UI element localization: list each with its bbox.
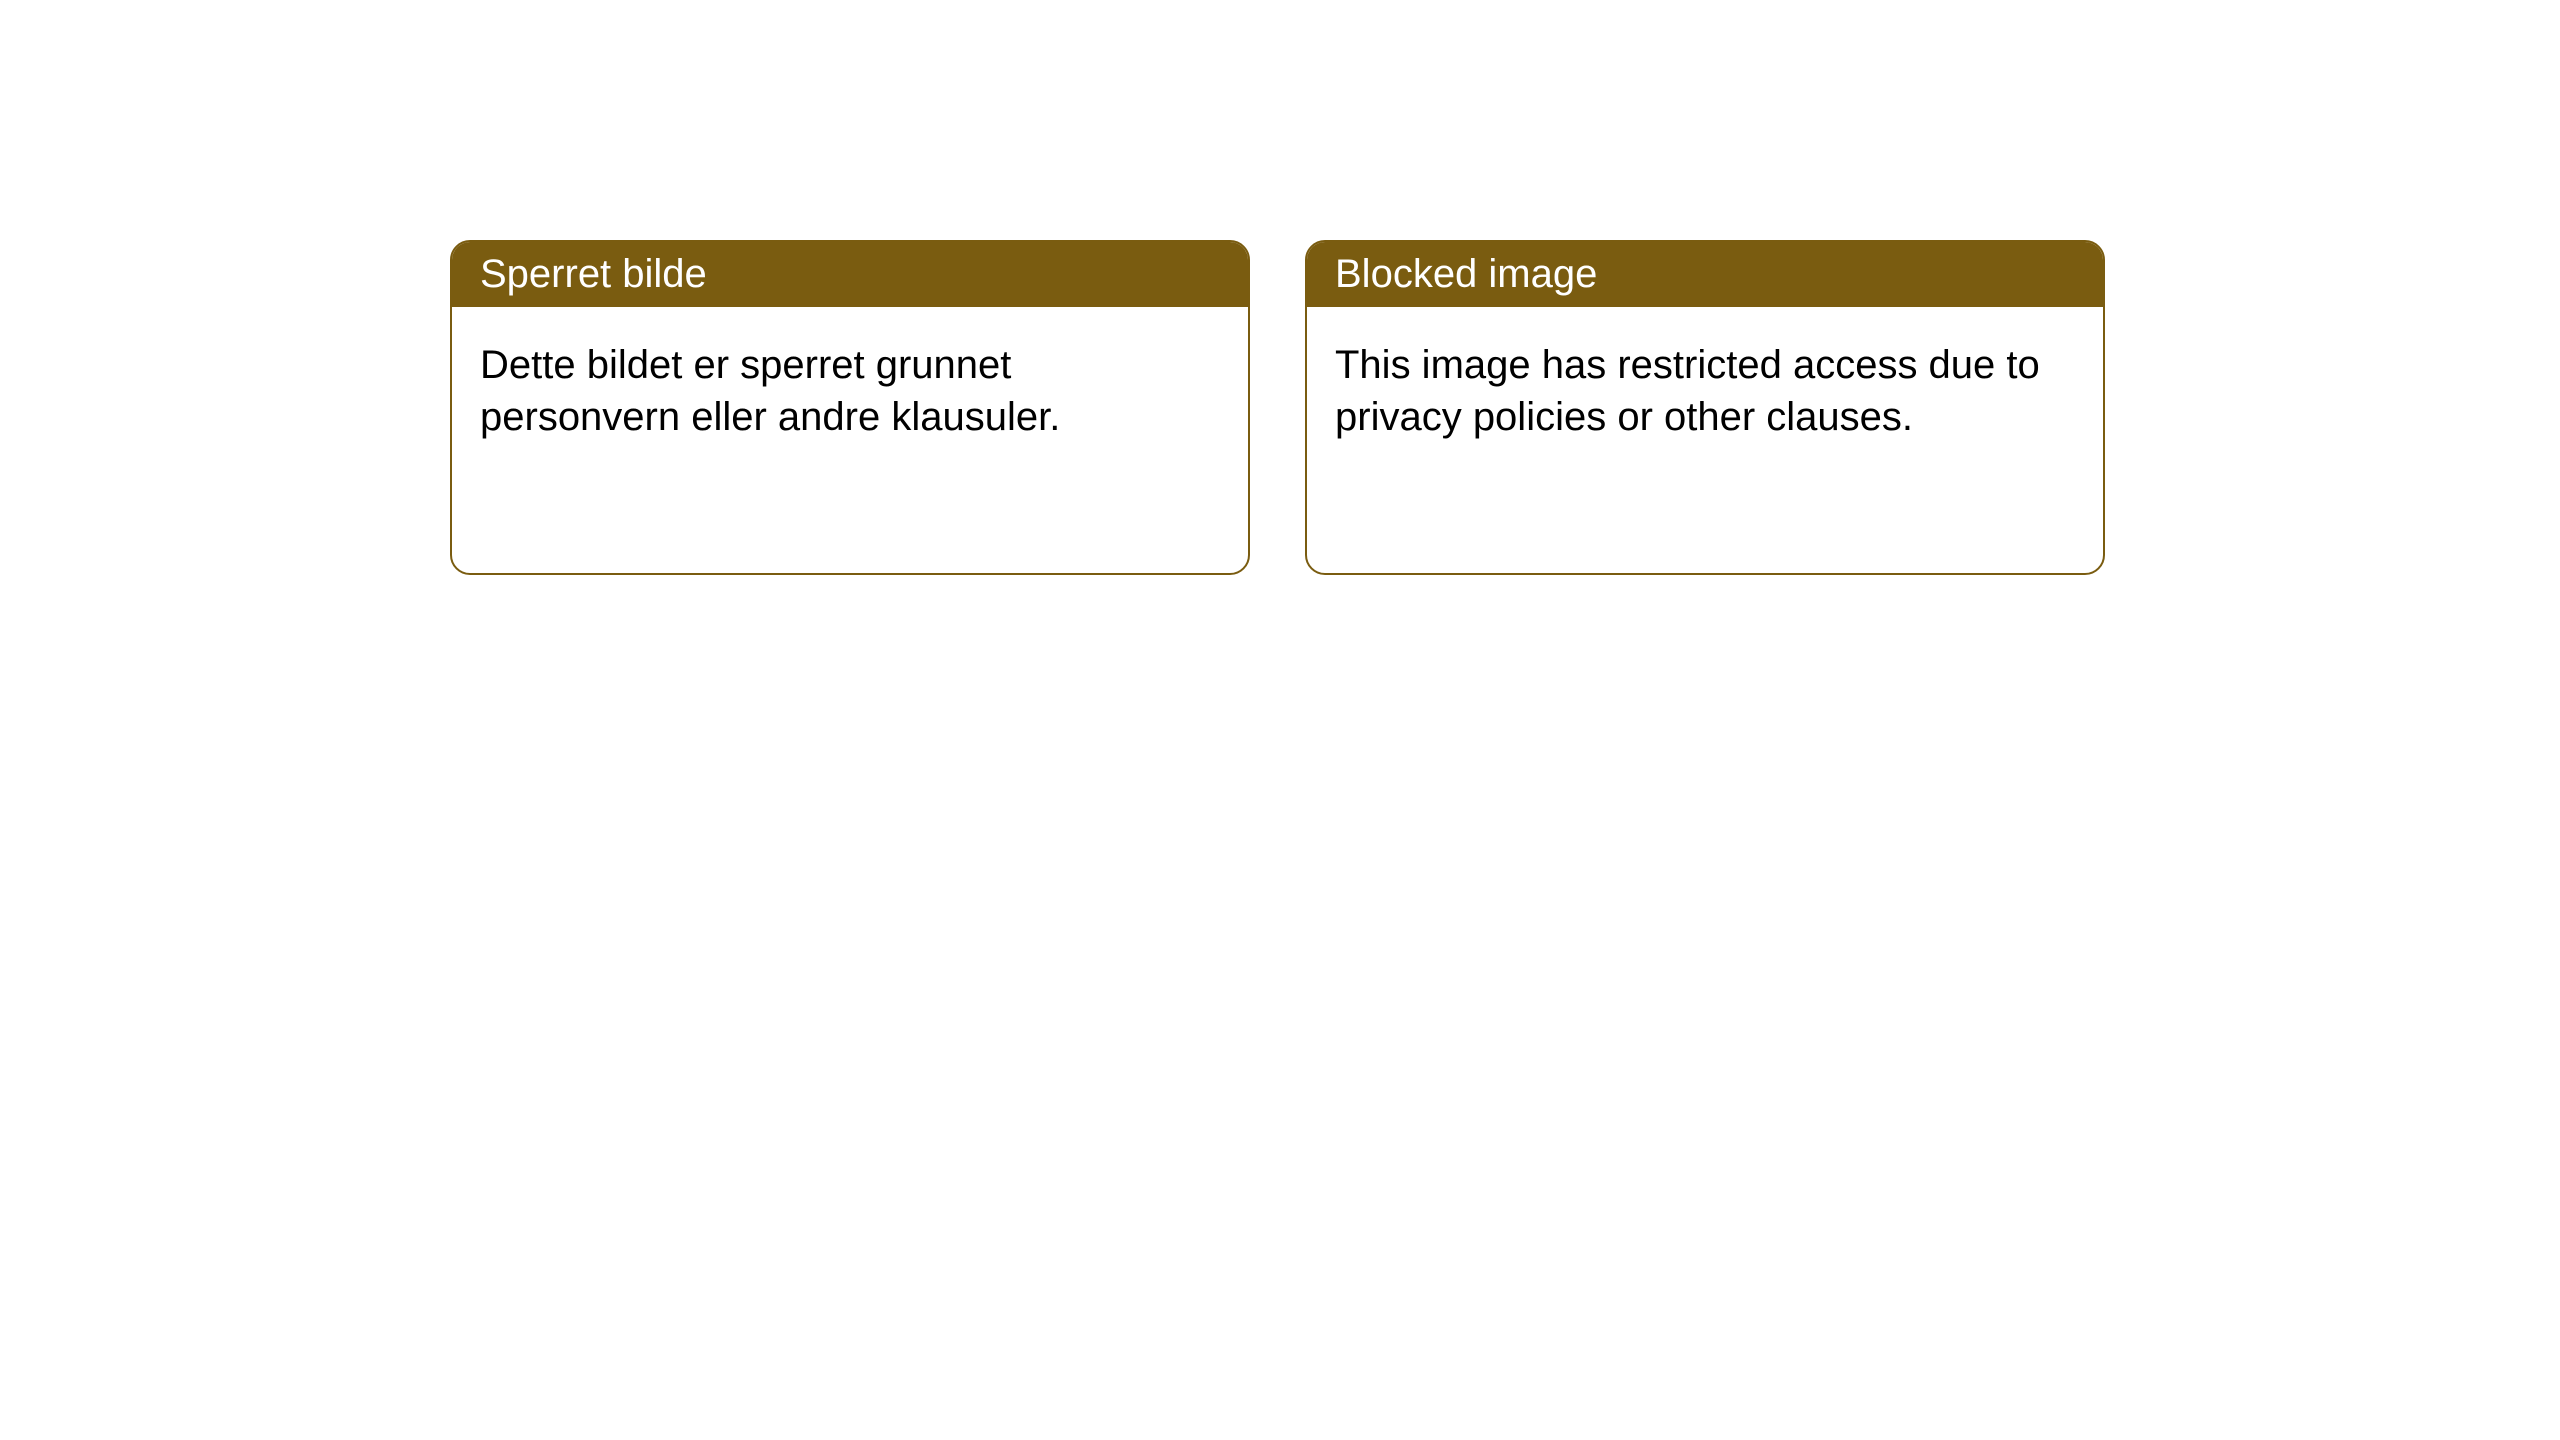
notice-card-norwegian: Sperret bilde Dette bildet er sperret gr…	[450, 240, 1250, 575]
notice-container: Sperret bilde Dette bildet er sperret gr…	[450, 240, 2105, 575]
card-header: Sperret bilde	[452, 242, 1248, 307]
notice-card-english: Blocked image This image has restricted …	[1305, 240, 2105, 575]
card-body: This image has restricted access due to …	[1307, 307, 2103, 475]
card-body: Dette bildet er sperret grunnet personve…	[452, 307, 1248, 475]
card-header: Blocked image	[1307, 242, 2103, 307]
